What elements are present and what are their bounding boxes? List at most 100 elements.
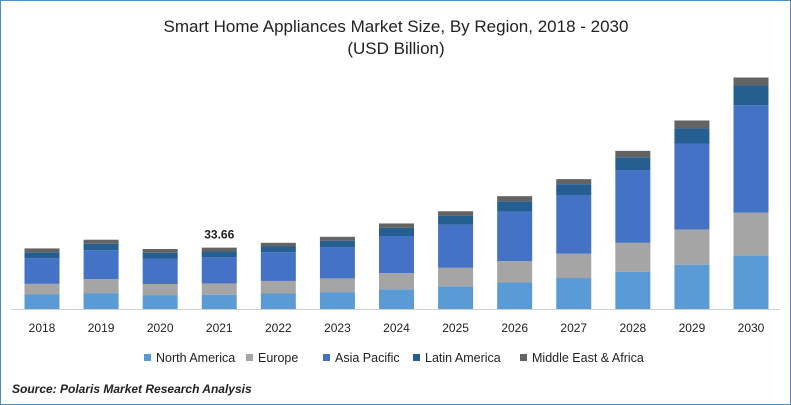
bar-asia-pacific-2026 <box>497 211 533 262</box>
bar-latin-america-2027 <box>556 184 592 195</box>
bar-north-america-2030 <box>733 255 769 309</box>
bar-latin-america-2026 <box>497 201 533 212</box>
legend-item-europe: Europe <box>246 351 298 365</box>
bar-north-america-2026 <box>497 282 533 309</box>
bar-asia-pacific-2021 <box>201 257 237 284</box>
bar-north-america-2018 <box>24 294 60 309</box>
bar-middle-east-africa-2028 <box>615 150 651 158</box>
x-tick-label-2023: 2023 <box>324 321 351 335</box>
source-note: Source: Polaris Market Research Analysis <box>12 382 252 396</box>
bar-north-america-2029 <box>674 264 710 309</box>
x-tick-label-2026: 2026 <box>501 321 528 335</box>
x-tick-label-2028: 2028 <box>619 321 646 335</box>
x-tick-label-2030: 2030 <box>738 321 765 335</box>
bar-asia-pacific-2020 <box>142 258 178 285</box>
legend-swatch-north-america <box>144 354 151 361</box>
bar-europe-2021 <box>201 283 237 295</box>
bar-middle-east-africa-2027 <box>556 179 592 185</box>
bar-europe-2020 <box>142 284 178 296</box>
bar-latin-america-2019 <box>83 243 119 251</box>
bar-latin-america-2021 <box>201 251 237 258</box>
bar-europe-2023 <box>319 278 355 293</box>
bar-middle-east-africa-2025 <box>438 211 474 216</box>
bar-latin-america-2018 <box>24 252 60 259</box>
bar-europe-2030 <box>733 212 769 256</box>
x-tick-label-2029: 2029 <box>679 321 706 335</box>
bar-latin-america-2024 <box>379 227 414 237</box>
bar-asia-pacific-2030 <box>733 105 769 213</box>
x-tick-label-2022: 2022 <box>265 321 292 335</box>
x-tick-label-2018: 2018 <box>29 321 56 335</box>
bar-asia-pacific-2019 <box>83 250 119 280</box>
bar-asia-pacific-2028 <box>615 170 651 243</box>
bar-north-america-2028 <box>615 271 651 309</box>
bar-latin-america-2025 <box>438 215 474 225</box>
chart-title: Smart Home Appliances Market Size, By Re… <box>164 17 629 36</box>
legend-label-middle-east-africa: Middle East & Africa <box>532 351 644 365</box>
bar-asia-pacific-2025 <box>438 224 474 268</box>
bar-europe-2029 <box>674 229 710 265</box>
bar-asia-pacific-2023 <box>319 247 355 279</box>
legend-swatch-europe <box>246 354 253 361</box>
annotations: 33.66 <box>204 228 234 242</box>
legend-item-north-america: North America <box>144 351 235 365</box>
data-label-2021: 33.66 <box>204 228 234 242</box>
x-tick-label-2021: 2021 <box>206 321 233 335</box>
bar-latin-america-2030 <box>733 85 769 106</box>
bar-north-america-2027 <box>556 278 592 309</box>
bar-latin-america-2020 <box>142 252 178 259</box>
legend-label-asia-pacific: Asia Pacific <box>335 351 400 365</box>
bar-north-america-2020 <box>142 295 178 309</box>
bar-middle-east-africa-2021 <box>201 247 237 252</box>
x-tick-label-2019: 2019 <box>88 321 115 335</box>
bar-europe-2025 <box>438 267 474 287</box>
bar-north-america-2023 <box>319 292 355 309</box>
x-tick-label-2024: 2024 <box>383 321 410 335</box>
bar-europe-2028 <box>615 242 651 272</box>
legend-swatch-asia-pacific <box>323 354 330 361</box>
bar-north-america-2019 <box>83 293 119 309</box>
legend-label-north-america: North America <box>156 351 235 365</box>
bar-north-america-2025 <box>438 286 474 309</box>
bar-asia-pacific-2022 <box>260 252 296 281</box>
legend-item-asia-pacific: Asia Pacific <box>323 351 400 365</box>
x-tick-label-2025: 2025 <box>442 321 469 335</box>
legend-swatch-latin-america <box>413 354 420 361</box>
legend: North America Europe Asia Pacific Latin Ame… <box>144 351 644 365</box>
bar-middle-east-africa-2024 <box>379 223 414 228</box>
bar-europe-2019 <box>83 279 119 294</box>
bar-north-america-2024 <box>379 289 414 309</box>
x-tick-labels: 2018 2019 2020 2021 2022 2023 2024 2025 2026 2027… <box>29 321 765 335</box>
legend-swatch-middle-east-africa <box>520 354 527 361</box>
bar-latin-america-2028 <box>615 157 651 171</box>
legend-label-latin-america: Latin America <box>425 351 501 365</box>
bar-middle-east-africa-2030 <box>733 77 769 86</box>
bar-middle-east-africa-2018 <box>24 248 60 253</box>
bar-north-america-2022 <box>260 293 296 309</box>
legend-item-middle-east-africa: Middle East & Africa <box>520 351 644 365</box>
bar-europe-2026 <box>497 261 533 283</box>
bar-europe-2022 <box>260 280 296 294</box>
bar-north-america-2021 <box>201 294 237 309</box>
bar-europe-2018 <box>24 283 60 295</box>
x-tick-label-2020: 2020 <box>147 321 174 335</box>
chart-subtitle: (USD Billion) <box>347 39 444 58</box>
bar-middle-east-africa-2019 <box>83 239 119 244</box>
legend-item-latin-america: Latin America <box>413 351 501 365</box>
bar-middle-east-africa-2023 <box>319 236 355 241</box>
bar-latin-america-2023 <box>319 240 355 248</box>
bar-europe-2024 <box>379 273 414 290</box>
bars-layer <box>24 77 769 309</box>
bar-middle-east-africa-2020 <box>142 249 178 253</box>
bar-asia-pacific-2029 <box>674 143 710 230</box>
bar-asia-pacific-2024 <box>379 236 414 274</box>
bar-latin-america-2022 <box>260 246 296 253</box>
bar-asia-pacific-2027 <box>556 195 592 254</box>
bar-middle-east-africa-2029 <box>674 120 710 129</box>
legend-label-europe: Europe <box>258 351 298 365</box>
bar-middle-east-africa-2026 <box>497 196 533 202</box>
bar-europe-2027 <box>556 253 592 279</box>
bar-latin-america-2029 <box>674 128 710 144</box>
